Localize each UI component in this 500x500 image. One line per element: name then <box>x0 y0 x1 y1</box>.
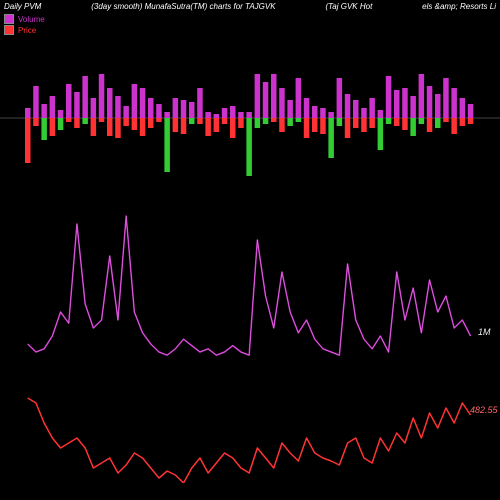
chart-header: Daily PVM (3day smooth) MunafaSutra(TM) … <box>0 0 500 13</box>
header-mid2: (Taj GVK Hot <box>325 2 372 11</box>
header-right: els &amp; Resorts Li <box>422 2 496 11</box>
volume-swatch <box>4 14 14 24</box>
svg-text:482.55: 482.55 <box>470 405 499 415</box>
legend-volume-label: Volume <box>18 15 45 24</box>
legend-item-price: Price <box>4 25 45 35</box>
svg-text:1M: 1M <box>478 327 491 337</box>
main-chart: 1M 482.55 <box>0 13 500 483</box>
legend-price-label: Price <box>18 26 36 35</box>
price-swatch <box>4 25 14 35</box>
legend: Volume Price <box>4 14 45 36</box>
header-left: Daily PVM <box>4 2 41 11</box>
header-mid1: (3day smooth) MunafaSutra(TM) charts for… <box>91 2 275 11</box>
legend-item-volume: Volume <box>4 14 45 24</box>
